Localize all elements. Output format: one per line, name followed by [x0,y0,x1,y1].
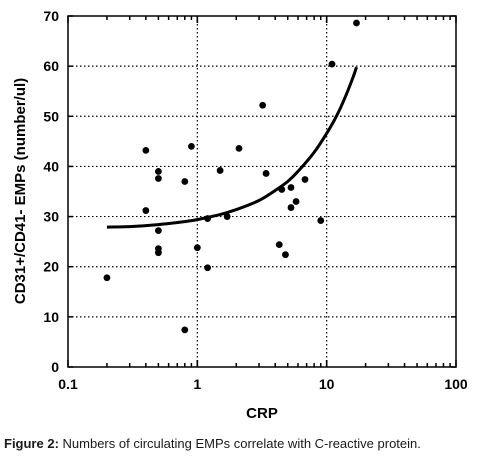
y-tick-label: 30 [43,209,59,225]
x-axis-title: CRP [246,405,278,422]
data-point [292,198,300,205]
data-point [235,144,243,152]
x-tick-label: 0.1 [58,376,78,392]
data-point [287,204,295,211]
y-tick-label: 50 [43,108,59,124]
x-tick-label: 10 [319,376,335,392]
x-tick-label: 100 [444,376,468,392]
y-tick-label: 20 [43,259,59,275]
data-point [155,175,162,182]
data-point [301,176,309,183]
data-point [155,227,162,235]
chart: 0.1 1 10 100 0 10 20 30 40 50 60 70 CRP CD31+/CD41… [12,8,468,422]
y-axis-title: CD31+/CD41- EMPs (number/ul) [12,78,29,304]
y-tick-label: 10 [43,309,59,325]
y-tick-label: 0 [51,359,59,375]
data-point [155,249,162,257]
data-point [328,60,336,68]
data-point [216,167,224,174]
figure-caption: Figure 2: Numbers of circulating EMPs co… [4,436,421,451]
caption-text: Numbers of circulating EMPs correlate wi… [58,436,421,451]
data-point [317,217,325,224]
x-tick-labels: 0.1 1 10 100 [58,376,468,392]
data-point [278,186,286,193]
data-point [204,264,211,272]
y-tick-label: 60 [43,58,59,74]
data-point [193,244,201,252]
y-tick-label: 70 [43,8,59,24]
data-point [103,274,111,282]
data-point [142,207,150,214]
data-point [262,170,270,177]
data-point [204,215,211,222]
data-point [259,101,267,109]
data-point [287,184,295,191]
data-point [275,241,283,249]
data-point [282,251,289,259]
data-point [223,213,231,220]
fit-curve [106,66,358,229]
x-tick-label: 1 [193,376,201,392]
caption-label: Figure 2: [4,436,59,451]
data-point [181,326,189,334]
grid [68,16,456,367]
data-points [103,19,360,334]
plot-frame [67,15,457,368]
axis-ticks [67,15,457,368]
y-tick-labels: 0 10 20 30 40 50 60 70 [43,8,59,375]
data-point [142,146,150,154]
data-point [188,142,195,150]
data-point [181,178,189,185]
data-point [155,168,162,175]
data-point [353,19,360,27]
y-tick-label: 40 [43,158,59,174]
